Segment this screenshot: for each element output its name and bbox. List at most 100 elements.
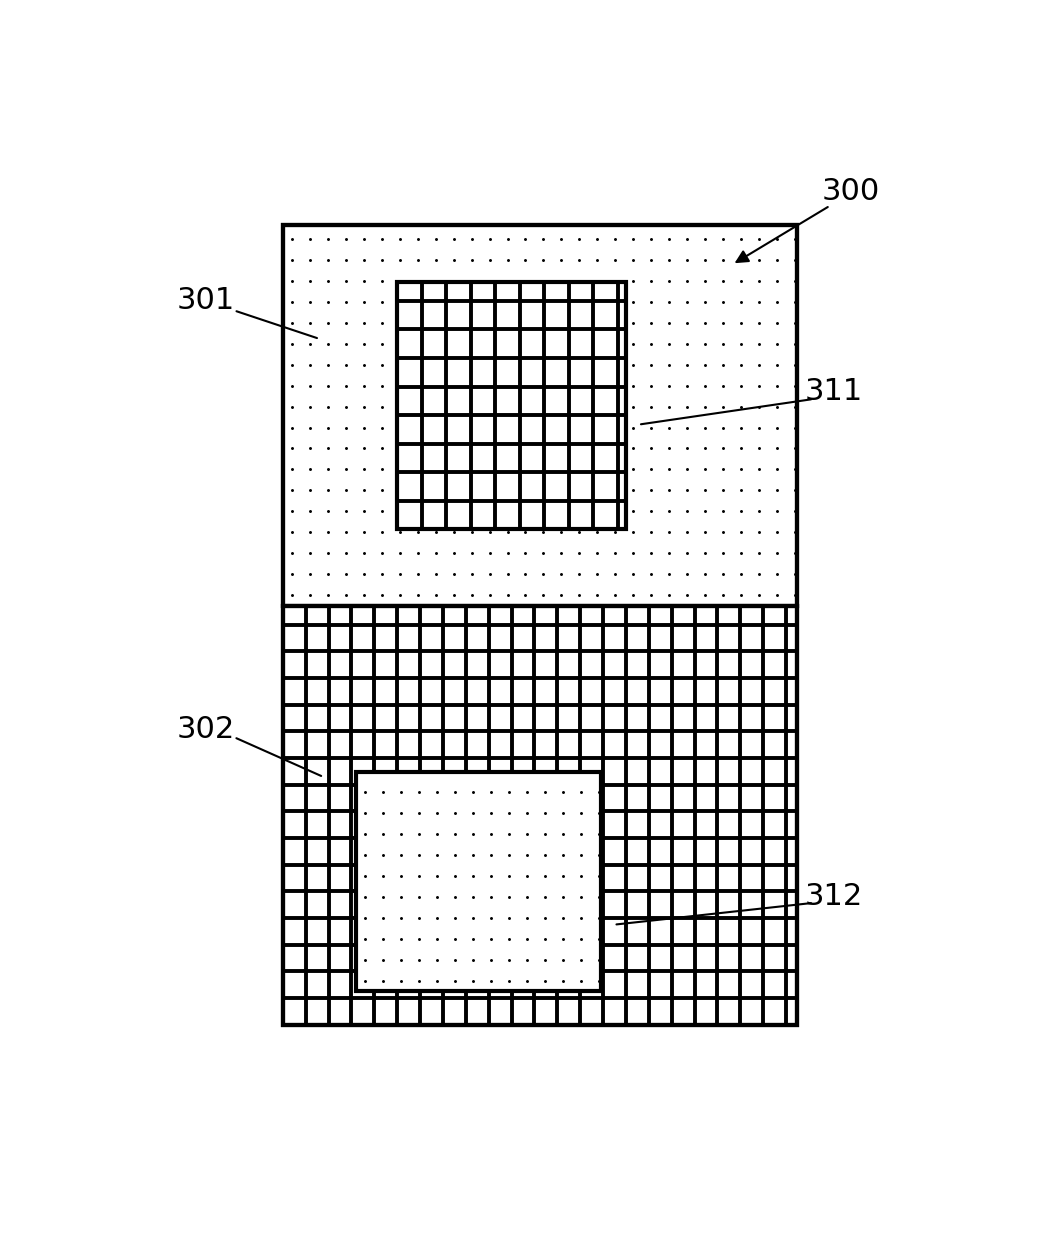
Point [715, 564, 731, 584]
Point [319, 585, 336, 605]
Point [463, 585, 480, 605]
Point [355, 543, 372, 563]
Point [786, 376, 803, 396]
Point [319, 334, 336, 354]
Point [483, 845, 500, 865]
Point [643, 459, 660, 479]
Point [445, 334, 462, 354]
Point [373, 480, 390, 500]
Point [411, 908, 428, 928]
Point [607, 250, 624, 270]
Point [445, 522, 462, 542]
Point [768, 271, 785, 291]
Point [786, 271, 803, 291]
Point [337, 564, 354, 584]
Point [301, 564, 318, 584]
Point [375, 887, 392, 907]
Point [661, 355, 678, 375]
Point [391, 334, 408, 354]
Point [499, 501, 515, 521]
Point [535, 397, 552, 417]
Point [697, 543, 714, 563]
Point [589, 250, 606, 270]
Point [607, 313, 624, 333]
Point [661, 501, 678, 521]
Point [427, 418, 444, 438]
Point [481, 292, 497, 312]
Point [337, 229, 354, 249]
Point [391, 355, 408, 375]
Point [733, 585, 749, 605]
Point [357, 908, 374, 928]
Point [572, 803, 589, 823]
Point [409, 376, 426, 396]
Point [337, 543, 354, 563]
Point [607, 376, 624, 396]
Point [301, 313, 318, 333]
Point [518, 229, 534, 249]
Point [625, 439, 642, 459]
Point [337, 418, 354, 438]
Point [284, 271, 300, 291]
Point [445, 564, 462, 584]
Point [391, 292, 408, 312]
Point [427, 229, 444, 249]
Point [715, 543, 731, 563]
Point [715, 250, 731, 270]
Point [733, 292, 749, 312]
Point [355, 418, 372, 438]
Point [429, 887, 446, 907]
Point [607, 292, 624, 312]
Point [393, 887, 410, 907]
Point [572, 845, 589, 865]
Point [589, 376, 606, 396]
Point [301, 522, 318, 542]
Point [733, 439, 749, 459]
Point [786, 543, 803, 563]
Point [499, 376, 515, 396]
Point [409, 418, 426, 438]
Point [643, 522, 660, 542]
Point [409, 459, 426, 479]
Point [499, 585, 515, 605]
Point [715, 376, 731, 396]
Point [465, 824, 482, 844]
Point [750, 418, 767, 438]
Point [571, 334, 588, 354]
Point [409, 355, 426, 375]
Point [375, 783, 392, 803]
Point [679, 313, 696, 333]
Point [375, 950, 392, 970]
Point [355, 585, 372, 605]
Point [337, 271, 354, 291]
Point [518, 585, 534, 605]
Point [483, 866, 500, 886]
Point [625, 334, 642, 354]
Point [768, 501, 785, 521]
Point [445, 397, 462, 417]
Point [697, 229, 714, 249]
Point [733, 564, 749, 584]
Point [355, 313, 372, 333]
Point [355, 397, 372, 417]
Point [679, 229, 696, 249]
Point [715, 355, 731, 375]
Point [499, 397, 515, 417]
Point [750, 480, 767, 500]
Point [391, 564, 408, 584]
Point [409, 271, 426, 291]
Point [679, 397, 696, 417]
Point [589, 355, 606, 375]
Point [357, 824, 374, 844]
Point [554, 783, 571, 803]
Point [786, 480, 803, 500]
Point [535, 459, 552, 479]
Point [536, 908, 553, 928]
Point [445, 439, 462, 459]
Point [535, 355, 552, 375]
Point [427, 355, 444, 375]
Point [518, 543, 534, 563]
Point [625, 501, 642, 521]
Point [375, 824, 392, 844]
Point [768, 459, 785, 479]
